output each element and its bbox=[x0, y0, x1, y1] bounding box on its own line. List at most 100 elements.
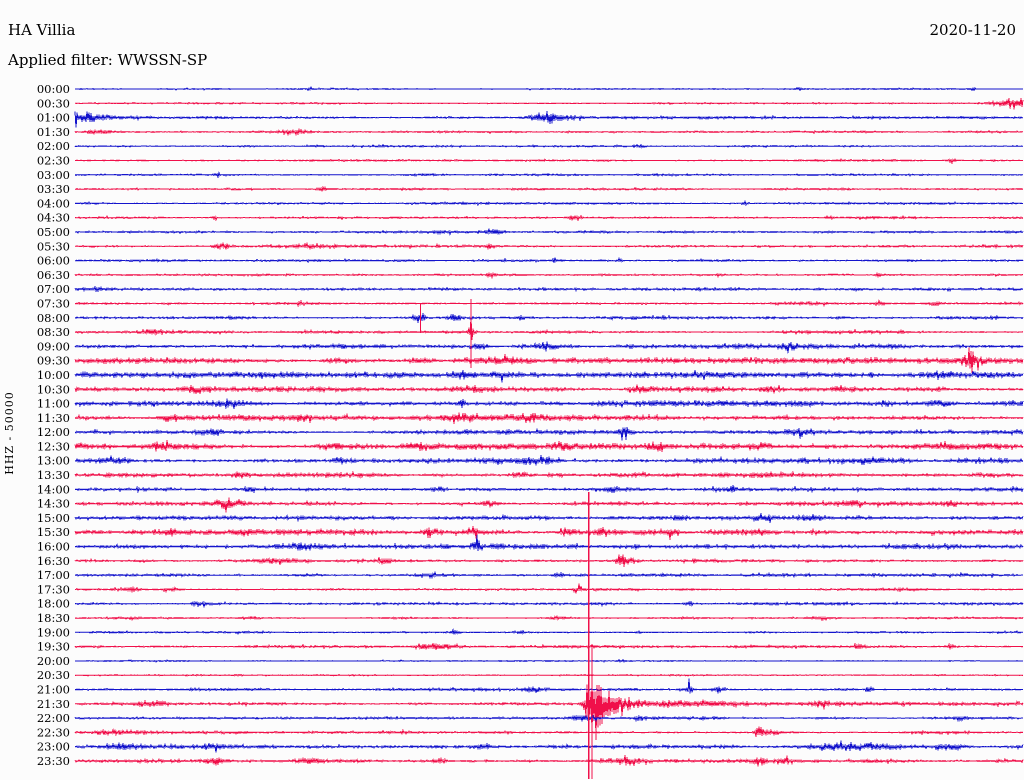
trace-time-label: 20:30 bbox=[37, 668, 70, 682]
trace-time-label: 01:00 bbox=[37, 111, 70, 125]
trace-row-12:30[interactable] bbox=[74, 439, 1024, 452]
trace-time-label: 17:30 bbox=[37, 582, 70, 596]
trace-time-label: 10:00 bbox=[37, 368, 70, 382]
trace-time-label: 06:00 bbox=[37, 254, 70, 268]
trace-time-label: 10:30 bbox=[37, 382, 70, 396]
trace-time-label: 04:00 bbox=[37, 196, 70, 210]
trace-row-01:00[interactable] bbox=[74, 111, 1024, 128]
trace-time-label: 03:00 bbox=[37, 168, 70, 182]
trace-row-17:30[interactable] bbox=[74, 583, 1024, 594]
trace-time-label: 02:00 bbox=[37, 139, 70, 153]
trace-row-21:00[interactable] bbox=[74, 678, 1024, 694]
trace-row-03:30[interactable] bbox=[74, 185, 1024, 192]
trace-row-23:00[interactable] bbox=[74, 740, 1024, 753]
trace-time-label: 22:00 bbox=[37, 711, 70, 725]
trace-row-01:30[interactable] bbox=[74, 127, 1024, 137]
trace-row-14:00[interactable] bbox=[74, 485, 1024, 495]
trace-row-10:00[interactable] bbox=[74, 370, 1024, 383]
trace-row-09:30[interactable] bbox=[74, 347, 1024, 373]
trace-time-label: 21:00 bbox=[37, 683, 70, 697]
trace-time-label: 05:00 bbox=[37, 225, 70, 239]
trace-row-22:00[interactable] bbox=[74, 713, 1024, 723]
trace-row-08:30[interactable] bbox=[74, 317, 1024, 340]
trace-row-06:30[interactable] bbox=[74, 271, 1024, 280]
trace-row-09:00[interactable] bbox=[74, 341, 1024, 354]
trace-time-label: 08:00 bbox=[37, 311, 70, 325]
trace-row-15:30[interactable] bbox=[74, 526, 1024, 540]
trace-time-label: 13:30 bbox=[37, 468, 70, 482]
trace-row-17:00[interactable] bbox=[74, 571, 1024, 580]
trace-row-10:30[interactable] bbox=[74, 384, 1024, 395]
trace-row-04:30[interactable] bbox=[74, 214, 1024, 222]
trace-time-label: 20:00 bbox=[37, 654, 70, 668]
trace-time-label: 08:30 bbox=[37, 325, 70, 339]
trace-time-label: 14:30 bbox=[37, 497, 70, 511]
trace-row-00:00[interactable] bbox=[74, 85, 1024, 92]
trace-time-label: 22:30 bbox=[37, 725, 70, 739]
trace-time-label: 17:00 bbox=[37, 568, 70, 582]
trace-row-11:00[interactable] bbox=[74, 398, 1024, 410]
trace-time-label: 04:30 bbox=[37, 211, 70, 225]
trace-time-label: 02:30 bbox=[37, 154, 70, 168]
trace-time-label: 12:30 bbox=[37, 439, 70, 453]
trace-time-label: 13:00 bbox=[37, 454, 70, 468]
trace-row-18:00[interactable] bbox=[74, 600, 1024, 608]
trace-time-label: 05:30 bbox=[37, 239, 70, 253]
trace-time-label: 01:30 bbox=[37, 125, 70, 139]
trace-row-07:30[interactable] bbox=[74, 298, 1024, 308]
trace-row-02:00[interactable] bbox=[74, 143, 1024, 149]
trace-row-03:00[interactable] bbox=[74, 170, 1024, 179]
trace-row-13:00[interactable] bbox=[74, 454, 1024, 466]
trace-time-label: 06:30 bbox=[37, 268, 70, 282]
date-label: 2020-11-20 bbox=[929, 21, 1016, 39]
trace-row-14:30[interactable] bbox=[74, 497, 1024, 513]
trace-time-label: 23:30 bbox=[37, 754, 70, 768]
applied-filter-label: Applied filter: WWSSN-SP bbox=[8, 51, 208, 69]
trace-row-13:30[interactable] bbox=[74, 470, 1024, 480]
trace-time-label: 16:30 bbox=[37, 554, 70, 568]
trace-row-00:30[interactable] bbox=[74, 97, 1024, 110]
trace-time-label: 09:00 bbox=[37, 339, 70, 353]
trace-row-05:00[interactable] bbox=[74, 228, 1024, 237]
trace-row-23:30[interactable] bbox=[74, 755, 1024, 767]
trace-time-label: 15:00 bbox=[37, 511, 70, 525]
trace-time-label: 23:00 bbox=[37, 740, 70, 754]
trace-row-19:00[interactable] bbox=[74, 627, 1024, 635]
trace-time-label: 11:30 bbox=[37, 411, 70, 425]
trace-time-label: 00:30 bbox=[37, 96, 70, 110]
trace-time-label: 18:30 bbox=[37, 611, 70, 625]
trace-time-label: 03:30 bbox=[37, 182, 70, 196]
trace-row-07:00[interactable] bbox=[74, 285, 1024, 293]
trace-row-16:00[interactable] bbox=[74, 535, 1024, 552]
trace-row-11:30[interactable] bbox=[74, 412, 1024, 425]
trace-time-label: 09:30 bbox=[37, 354, 70, 368]
trace-row-08:00[interactable] bbox=[74, 312, 1024, 323]
trace-row-19:30[interactable] bbox=[74, 642, 1024, 651]
trace-time-label: 18:00 bbox=[37, 597, 70, 611]
trace-time-label: 12:00 bbox=[37, 425, 70, 439]
trace-row-16:30[interactable] bbox=[74, 554, 1024, 568]
trace-time-label: 00:00 bbox=[37, 82, 70, 96]
trace-row-02:30[interactable] bbox=[74, 158, 1024, 165]
trace-row-05:30[interactable] bbox=[74, 241, 1024, 251]
trace-row-12:00[interactable] bbox=[74, 426, 1024, 441]
trace-time-label: 21:30 bbox=[37, 697, 70, 711]
trace-time-label: 19:00 bbox=[37, 625, 70, 639]
trace-time-label: 16:00 bbox=[37, 540, 70, 554]
trace-time-label: 15:30 bbox=[37, 525, 70, 539]
trace-row-22:30[interactable] bbox=[74, 726, 1024, 737]
trace-time-label: 11:00 bbox=[37, 397, 70, 411]
trace-row-20:00[interactable] bbox=[74, 658, 1024, 664]
trace-row-20:30[interactable] bbox=[74, 673, 1024, 678]
trace-row-15:00[interactable] bbox=[74, 512, 1024, 523]
station-title: HA Villia bbox=[8, 21, 76, 39]
trace-time-label: 07:30 bbox=[37, 297, 70, 311]
trace-time-label: 19:30 bbox=[37, 640, 70, 654]
trace-row-06:00[interactable] bbox=[74, 257, 1024, 264]
trace-row-21:30[interactable] bbox=[74, 684, 1024, 740]
trace-row-18:30[interactable] bbox=[74, 614, 1024, 622]
trace-row-04:00[interactable] bbox=[74, 199, 1024, 207]
trace-time-label: 07:00 bbox=[37, 282, 70, 296]
